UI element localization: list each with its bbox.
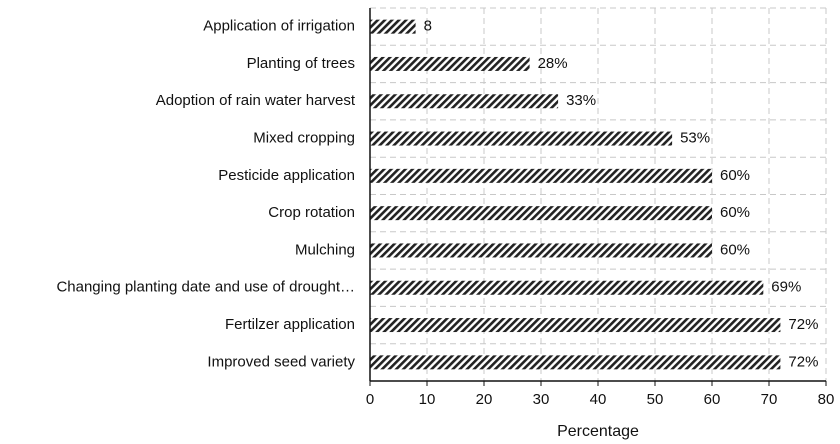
x-tick-label: 40 [590,391,607,408]
y-tick-label: Changing planting date and use of drough… [56,279,355,296]
bar [370,131,673,146]
y-tick-label: Crop rotation [268,204,355,221]
x-tick-label: 70 [761,391,778,408]
bar [370,243,712,258]
bar [370,355,781,370]
x-tick-label: 50 [647,391,664,408]
bar [370,280,764,295]
x-tick-label: 80 [818,391,835,408]
x-tick-label: 10 [419,391,436,408]
bar [370,168,712,183]
value-label: 53% [680,130,710,147]
y-tick-label: Planting of trees [247,55,355,72]
y-tick-label: Adoption of rain water harvest [156,92,356,109]
value-label: 60% [720,167,750,184]
value-label: 33% [566,92,596,109]
y-tick-label: Application of irrigation [203,18,355,35]
bar [370,19,416,34]
y-tick-label: Improved seed variety [207,353,355,370]
x-tick-label: 60 [704,391,721,408]
value-label: 72% [788,353,818,370]
x-tick-label: 20 [476,391,493,408]
y-tick-label: Mixed cropping [253,130,355,147]
value-label: 72% [788,316,818,333]
x-axis-label: Percentage [557,423,639,440]
bar [370,206,712,221]
bar [370,94,559,109]
value-label: 8 [424,18,432,35]
bar [370,56,530,71]
y-tick-label: Fertilzer application [225,316,355,333]
x-tick-label: 0 [366,391,374,408]
value-label: 69% [771,279,801,296]
value-label: 60% [720,204,750,221]
value-label: 28% [538,55,568,72]
y-tick-label: Pesticide application [218,167,355,184]
value-label: 60% [720,241,750,258]
x-tick-label: 30 [533,391,550,408]
bar [370,318,781,333]
y-tick-label: Mulching [295,241,355,258]
